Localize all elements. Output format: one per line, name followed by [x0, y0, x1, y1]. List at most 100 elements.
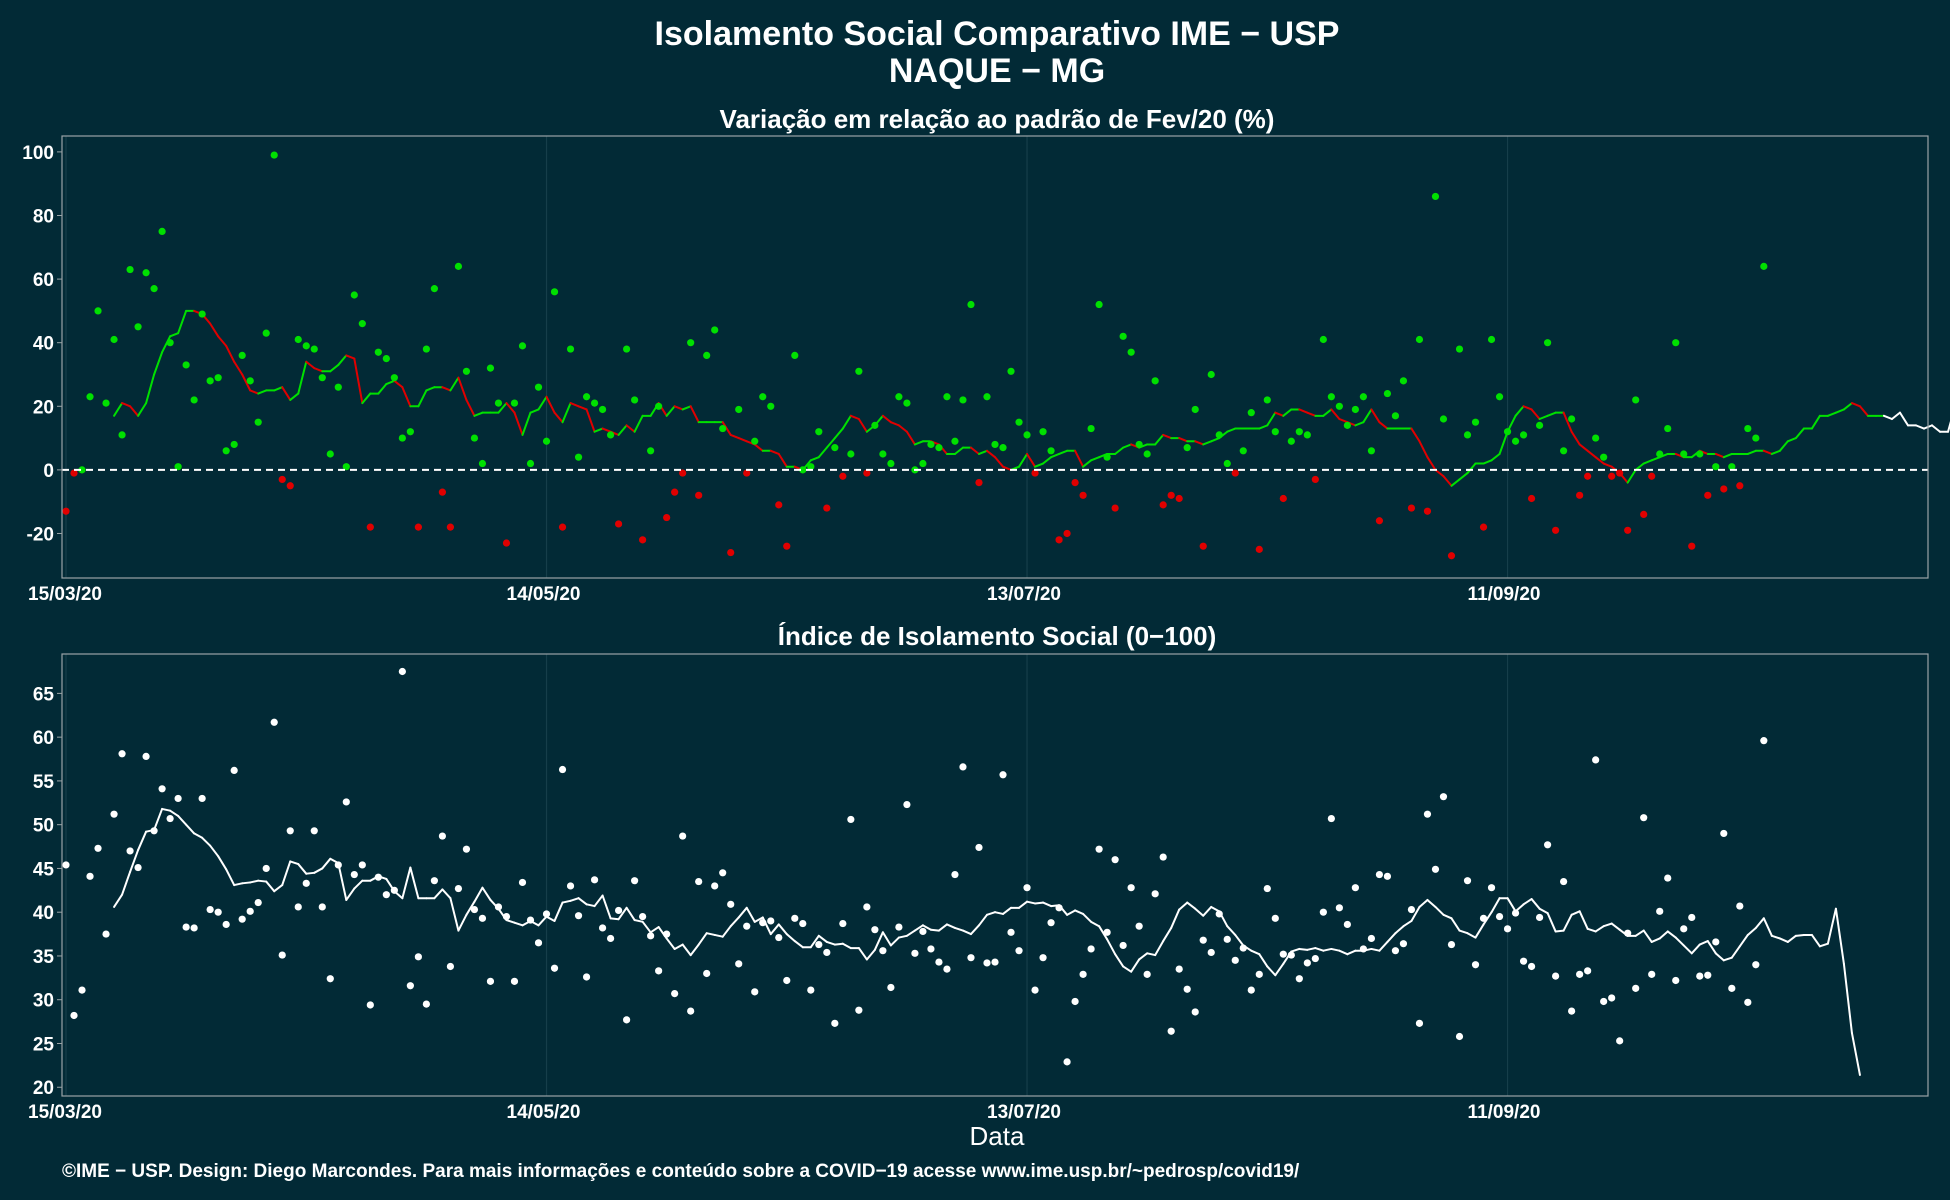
data-point: [334, 861, 342, 869]
data-point: [927, 945, 935, 953]
data-point: [542, 910, 551, 918]
trend-line-segment: [409, 866, 420, 900]
trend-line-segment: [1402, 919, 1413, 928]
trend-line-segment: [1074, 449, 1085, 468]
data-point: [238, 351, 246, 360]
data-point: [791, 914, 799, 922]
data-point: [975, 843, 983, 852]
trend-line-segment: [1018, 900, 1029, 909]
data-point: [1648, 970, 1656, 978]
data-point: [1183, 985, 1191, 993]
data-point: [526, 916, 535, 924]
data-point: [919, 927, 927, 936]
data-point: [1047, 447, 1055, 455]
trend-line-segment: [1466, 462, 1477, 475]
data-point: [1656, 907, 1664, 915]
trend-line-segment: [353, 357, 364, 405]
data-point: [1672, 976, 1680, 985]
data-point: [855, 367, 863, 375]
data-point: [1287, 437, 1295, 445]
trend-line-segment: [881, 931, 892, 947]
y-tick-label: 40: [33, 903, 54, 924]
data-point: [174, 463, 182, 471]
trend-line-segment: [809, 934, 820, 949]
trend-line-segment: [1842, 962, 1853, 1034]
data-point: [230, 440, 238, 449]
data-point: [542, 437, 551, 445]
data-point: [390, 886, 398, 894]
data-point: [462, 367, 471, 375]
trend-line-segment: [1898, 411, 1909, 427]
data-point: [1111, 504, 1119, 512]
data-point: [823, 948, 831, 957]
trend-line-segment: [1842, 402, 1853, 411]
trend-line-segment: [529, 408, 540, 414]
data-point: [1632, 396, 1640, 404]
data-point: [1039, 954, 1047, 962]
data-point: [631, 396, 639, 404]
data-point: [1159, 853, 1167, 861]
trend-line-segment: [753, 443, 764, 452]
trend-line-segment: [553, 411, 564, 424]
trend-line-segment: [913, 924, 924, 932]
panel1-points: [62, 151, 1768, 560]
trend-line-segment: [1682, 944, 1693, 955]
trend-line-segment: [473, 886, 484, 903]
trend-line-segment: [169, 332, 180, 338]
data-point: [278, 951, 286, 959]
trend-line-segment: [721, 421, 732, 436]
x-tick-label: 14/05/20: [507, 1102, 581, 1123]
data-point: [286, 827, 294, 835]
trend-line-segment: [1538, 414, 1549, 421]
y-tick-label: 20: [33, 1078, 54, 1099]
data-point: [534, 383, 543, 391]
trend-line-segment: [1426, 456, 1437, 471]
data-point: [222, 920, 230, 929]
data-point: [1031, 469, 1039, 477]
data-point: [1712, 463, 1720, 471]
trend-line-segment: [994, 456, 1005, 468]
data-point: [150, 827, 158, 835]
trend-line-segment: [1722, 452, 1733, 459]
data-point: [1624, 929, 1632, 937]
trend-line-segment: [1482, 911, 1493, 926]
data-point: [558, 765, 567, 774]
data-point: [1399, 940, 1408, 948]
trend-line-segment: [1378, 940, 1389, 952]
trend-line-segment: [553, 901, 564, 922]
trend-line-segment: [1834, 408, 1845, 414]
data-point: [1479, 523, 1488, 531]
trend-line-segment: [137, 830, 148, 852]
data-point: [1351, 405, 1359, 414]
data-point: [631, 877, 639, 885]
data-point: [1007, 928, 1015, 936]
data-point: [959, 396, 967, 404]
data-point: [831, 1019, 839, 1027]
data-point: [1335, 904, 1343, 912]
data-point: [983, 393, 991, 401]
data-point: [1616, 469, 1624, 477]
trend-line-segment: [1058, 449, 1069, 455]
trend-line-segment: [1666, 930, 1677, 939]
data-point: [807, 463, 815, 471]
data-point: [903, 399, 911, 407]
trend-line-segment: [1730, 945, 1741, 959]
trend-line-segment: [361, 392, 372, 405]
x-axis-label: Data: [970, 1121, 1025, 1151]
data-point: [582, 393, 591, 401]
data-point: [1455, 1032, 1464, 1041]
data-point: [1159, 501, 1167, 509]
trend-line-segment: [153, 807, 164, 831]
y-tick-label: 30: [33, 991, 54, 1012]
trend-line-segment: [1282, 408, 1293, 417]
data-point: [1007, 367, 1015, 375]
trend-line-segment: [1514, 405, 1525, 417]
data-point: [326, 450, 334, 458]
trend-line-segment: [817, 934, 828, 943]
trend-line-segment: [1826, 907, 1837, 945]
trend-line-segment: [1050, 452, 1061, 459]
data-point: [655, 402, 663, 410]
trend-line-segment: [1650, 937, 1661, 943]
data-point: [983, 959, 991, 967]
x-tick-label: 15/03/20: [28, 584, 102, 605]
